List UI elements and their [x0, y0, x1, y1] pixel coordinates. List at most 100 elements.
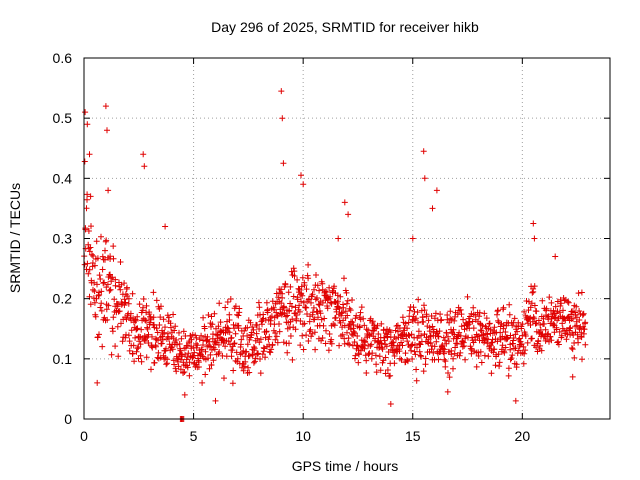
data-point [396, 348, 403, 355]
data-point [285, 289, 292, 296]
data-point [477, 327, 484, 334]
data-point [420, 319, 427, 325]
data-point [328, 336, 335, 343]
data-point [296, 302, 303, 309]
data-point [416, 348, 423, 355]
data-point [276, 321, 282, 327]
data-point [426, 324, 433, 331]
data-point [226, 311, 233, 318]
data-point [499, 342, 506, 349]
data-point [520, 343, 527, 350]
data-point [303, 332, 310, 339]
data-point [438, 316, 445, 323]
data-point [96, 272, 103, 279]
data-point [478, 359, 485, 366]
x-tick-label: 0 [80, 428, 88, 444]
data-point [515, 319, 522, 326]
data-point [164, 356, 171, 363]
data-point [505, 372, 512, 379]
data-point [414, 344, 420, 351]
data-point [561, 297, 568, 304]
data-point [510, 335, 517, 341]
data-point [250, 326, 257, 333]
data-point [489, 339, 496, 346]
data-point [575, 339, 582, 346]
data-point [576, 317, 583, 323]
data-point [332, 314, 339, 321]
data-point [452, 344, 459, 351]
data-point [446, 319, 453, 326]
data-point [457, 332, 464, 339]
data-point [282, 313, 289, 320]
data-point [519, 321, 526, 328]
data-point [305, 261, 312, 268]
data-point [157, 314, 164, 321]
data-point [475, 333, 482, 339]
data-point [350, 322, 357, 328]
data-point [267, 349, 274, 356]
data-point [316, 302, 323, 308]
data-point [298, 298, 304, 305]
data-point [198, 347, 205, 353]
data-point [524, 339, 531, 346]
data-point [402, 350, 409, 357]
data-point [563, 336, 570, 343]
data-point [90, 295, 97, 302]
data-point [125, 295, 132, 302]
data-point [110, 255, 117, 262]
data-point [104, 127, 110, 134]
data-point [94, 334, 101, 341]
data-point [159, 331, 166, 337]
data-point [92, 313, 99, 320]
data-point [279, 115, 286, 122]
data-point [362, 352, 369, 359]
data-point [288, 303, 295, 310]
data-point [502, 344, 509, 351]
data-point [382, 370, 389, 377]
data-point [352, 315, 359, 322]
data-point [417, 341, 424, 348]
data-point [257, 356, 263, 362]
data-point [126, 338, 133, 345]
data-point [131, 358, 138, 365]
data-point [134, 325, 141, 332]
data-point [163, 361, 170, 368]
data-point [558, 332, 565, 339]
data-point [129, 290, 136, 297]
data-point [162, 324, 168, 331]
data-point [513, 361, 520, 368]
data-point [186, 359, 193, 366]
data-point [440, 334, 447, 341]
data-point [276, 328, 283, 335]
data-point [98, 288, 105, 295]
data-point [97, 276, 104, 282]
x-tick-label: 10 [295, 428, 311, 444]
data-point [546, 294, 553, 301]
data-point [374, 322, 381, 329]
data-point [247, 319, 254, 326]
data-point [424, 339, 431, 346]
data-point [413, 377, 420, 384]
data-point [126, 347, 133, 354]
data-point [556, 328, 563, 335]
data-point [106, 287, 113, 294]
data-point [450, 326, 457, 333]
data-point [243, 348, 250, 355]
data-point [298, 172, 304, 179]
data-point [132, 317, 139, 324]
data-point [325, 347, 332, 354]
data-point [487, 326, 494, 333]
y-tick-label: 0.3 [53, 231, 73, 247]
data-point [362, 338, 369, 345]
y-axis-label: SRMTID / TECUs [7, 183, 23, 293]
data-point [409, 356, 416, 362]
data-point [100, 280, 107, 287]
data-point [274, 339, 281, 346]
data-point [82, 225, 89, 232]
data-point [443, 330, 450, 336]
data-point [450, 355, 457, 362]
data-point [166, 314, 172, 321]
data-point [533, 308, 540, 315]
data-point [387, 372, 394, 379]
data-point [341, 199, 348, 206]
